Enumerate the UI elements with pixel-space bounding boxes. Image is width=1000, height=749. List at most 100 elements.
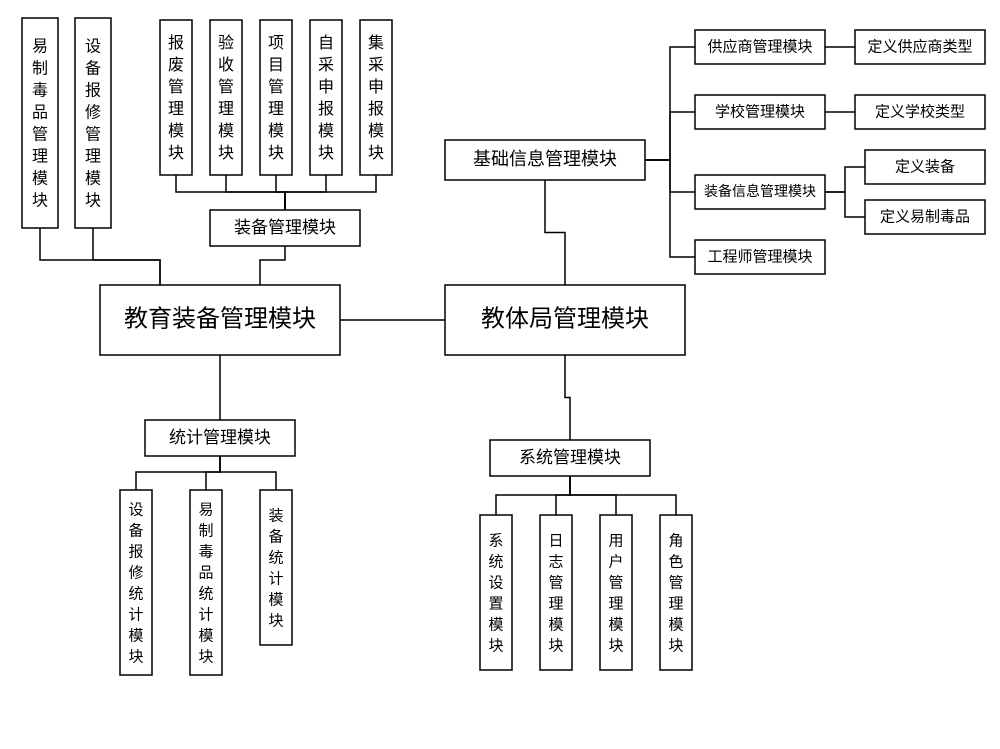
connector xyxy=(570,476,676,515)
node-main_right: 教体局管理模块 xyxy=(445,285,685,355)
node-label: 基础信息管理模块 xyxy=(473,149,617,169)
node-sy3: 用户管理模块 xyxy=(600,515,632,670)
connector xyxy=(276,175,285,210)
node-zb1: 报废管理模块 xyxy=(160,20,192,175)
node-label: 模 xyxy=(218,122,234,140)
node-label: 项 xyxy=(268,35,284,52)
node-label: 模 xyxy=(668,616,683,633)
node-label: 模 xyxy=(85,170,101,188)
node-label: 模 xyxy=(488,616,503,633)
connector xyxy=(545,180,565,285)
node-label: 块 xyxy=(128,648,143,665)
node-label: 定义学校类型 xyxy=(875,103,965,120)
node-label: 块 xyxy=(668,637,683,654)
node-label: 理 xyxy=(608,596,623,612)
node-tl2: 设备报修管理模块 xyxy=(75,18,111,228)
node-label: 备 xyxy=(268,528,283,545)
node-label: 毒 xyxy=(32,82,48,100)
node-def1: 定义供应商类型 xyxy=(855,30,985,64)
node-st1: 设备报修统计模块 xyxy=(120,490,152,675)
node-label: 模 xyxy=(32,170,48,188)
connector xyxy=(260,246,285,285)
node-label: 易 xyxy=(32,39,48,56)
node-base_info: 基础信息管理模块 xyxy=(445,140,645,180)
node-label: 定义供应商类型 xyxy=(867,37,972,55)
node-label: 教体局管理模块 xyxy=(481,306,649,333)
node-label: 块 xyxy=(368,144,384,162)
node-label: 修 xyxy=(85,104,101,122)
node-zb3: 项目管理模块 xyxy=(260,20,292,175)
node-label: 收 xyxy=(218,56,234,74)
node-label: 报 xyxy=(318,100,334,118)
connector xyxy=(206,456,220,490)
node-label: 报 xyxy=(168,34,184,52)
node-label: 易 xyxy=(198,502,213,518)
node-label: 设 xyxy=(128,501,143,518)
node-label: 报 xyxy=(128,543,143,560)
node-label: 模 xyxy=(168,122,184,140)
node-zb5: 集采申报模块 xyxy=(360,20,392,175)
node-label: 块 xyxy=(268,144,284,162)
node-label: 统计管理模块 xyxy=(169,428,271,447)
node-bi3: 装备信息管理模块 xyxy=(695,175,825,209)
node-sys_mgr: 系统管理模块 xyxy=(490,440,650,476)
node-main_left: 教育装备管理模块 xyxy=(100,285,340,355)
connector xyxy=(825,167,865,192)
node-sy2: 日志管理模块 xyxy=(540,515,572,670)
node-zb2: 验收管理模块 xyxy=(210,20,242,175)
node-label: 系统管理模块 xyxy=(519,448,621,467)
node-bi4: 工程师管理模块 xyxy=(695,240,825,274)
node-label: 块 xyxy=(488,637,503,654)
node-label: 申 xyxy=(368,78,384,96)
connector xyxy=(220,456,276,490)
node-label: 块 xyxy=(168,144,184,162)
node-label: 志 xyxy=(548,553,563,570)
node-label: 日 xyxy=(548,533,563,549)
node-label: 管 xyxy=(608,574,623,591)
node-label: 管 xyxy=(168,78,184,96)
node-label: 用 xyxy=(608,533,623,549)
node-label: 管 xyxy=(548,574,563,591)
connector xyxy=(565,355,570,440)
node-label: 计 xyxy=(268,570,283,587)
node-bi1: 供应商管理模块 xyxy=(695,30,825,64)
node-label: 设 xyxy=(85,38,101,56)
node-label: 统 xyxy=(488,553,503,570)
node-st2: 易制毒品统计模块 xyxy=(190,490,222,675)
node-label: 块 xyxy=(268,612,283,629)
node-label: 理 xyxy=(668,596,683,612)
node-label: 品 xyxy=(198,564,213,581)
node-label: 理 xyxy=(548,596,563,612)
node-def2: 定义学校类型 xyxy=(855,95,985,129)
node-label: 色 xyxy=(668,553,683,570)
node-label: 备 xyxy=(85,60,101,78)
node-label: 置 xyxy=(488,596,503,612)
connector xyxy=(645,160,695,257)
node-label: 教育装备管理模块 xyxy=(124,306,316,333)
node-stat_mgr: 统计管理模块 xyxy=(145,420,295,456)
node-def4: 定义易制毒品 xyxy=(865,200,985,234)
node-sy1: 系统设置模块 xyxy=(480,515,512,670)
node-label: 模 xyxy=(368,122,384,140)
node-label: 模 xyxy=(198,627,213,644)
node-label: 备 xyxy=(128,522,143,539)
node-label: 管 xyxy=(32,126,48,144)
node-label: 块 xyxy=(198,648,213,665)
node-label: 计 xyxy=(198,606,213,623)
node-label: 角 xyxy=(668,532,683,549)
node-label: 设 xyxy=(488,574,503,591)
node-label: 申 xyxy=(318,78,334,96)
node-label: 采 xyxy=(368,56,384,74)
node-label: 管 xyxy=(85,126,101,144)
node-label: 目 xyxy=(268,57,284,74)
node-label: 块 xyxy=(608,637,623,654)
node-label: 工程师管理模块 xyxy=(707,248,812,265)
node-label: 理 xyxy=(218,101,234,118)
node-label: 定义易制毒品 xyxy=(880,208,970,225)
node-label: 定义装备 xyxy=(895,158,955,175)
node-label: 供应商管理模块 xyxy=(707,37,812,55)
node-label: 管 xyxy=(668,574,683,591)
connector xyxy=(136,456,220,490)
node-sy4: 角色管理模块 xyxy=(660,515,692,670)
node-label: 验 xyxy=(218,34,234,52)
